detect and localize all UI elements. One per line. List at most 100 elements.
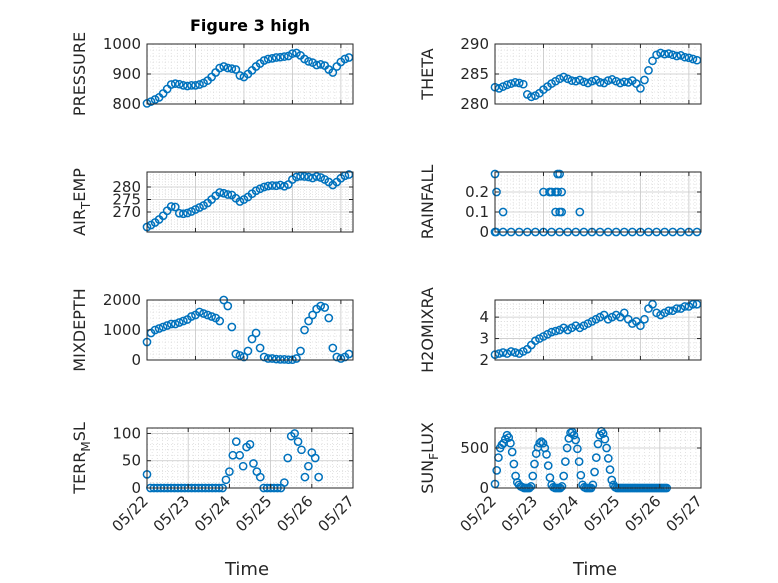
data-point — [504, 433, 514, 442]
data-point — [300, 325, 309, 335]
data-point — [547, 187, 556, 197]
data-point — [162, 321, 172, 330]
x-tick-label: 05/26 — [273, 492, 316, 535]
grid — [147, 428, 353, 488]
data-point — [652, 50, 661, 60]
data-point — [507, 447, 517, 457]
y-tick-label: 280 — [460, 95, 489, 113]
y-tick-label: 0 — [479, 479, 489, 497]
data-point — [528, 471, 538, 481]
data-point — [672, 51, 682, 61]
data-point — [510, 348, 520, 357]
data-point — [598, 429, 608, 438]
y-tick-label: 0 — [131, 479, 141, 497]
data-point — [557, 187, 566, 197]
y-tick-label: 270 — [112, 203, 141, 221]
data-point — [271, 181, 281, 191]
data-point — [223, 190, 233, 199]
data-point — [557, 482, 567, 491]
y-tick-label: 0 — [131, 351, 141, 369]
data-point — [684, 53, 694, 63]
y-axis-label: MIXDEPTH — [70, 288, 89, 371]
axes-box — [494, 171, 702, 233]
data-point — [304, 172, 313, 182]
data-point — [555, 169, 564, 179]
y-axis-label: RAINFALL — [418, 165, 437, 240]
y-tick-label: 900 — [112, 65, 141, 83]
data-point — [569, 430, 579, 440]
data-point — [518, 79, 528, 89]
data-point — [215, 316, 225, 326]
data-point — [664, 49, 674, 58]
data-point — [231, 437, 241, 446]
y-tick-label: 285 — [460, 65, 489, 83]
y-tick-label: 50 — [122, 452, 141, 470]
data-point — [567, 76, 577, 85]
data-point — [498, 207, 508, 217]
y-tick-label: 3 — [479, 330, 489, 348]
data-point — [575, 75, 585, 85]
data-point — [191, 81, 200, 90]
data-point — [668, 50, 678, 60]
data-point — [506, 347, 516, 356]
data-point — [288, 49, 297, 58]
data-point — [308, 173, 317, 183]
data-point — [636, 84, 645, 93]
data-point — [336, 354, 346, 363]
data-point — [559, 471, 569, 481]
data-point — [543, 461, 553, 470]
data-point — [537, 437, 546, 446]
x-tick-label: 05/22 — [109, 492, 152, 535]
data-point — [255, 343, 265, 353]
data-point — [506, 79, 516, 88]
data-point — [215, 188, 225, 197]
data-point — [279, 52, 289, 61]
data-point — [275, 355, 285, 364]
data-point — [267, 354, 277, 363]
data-point — [279, 478, 289, 487]
data-point — [623, 78, 633, 87]
data-point — [158, 322, 168, 332]
data-point — [600, 434, 610, 444]
data-point — [664, 306, 674, 316]
data-point — [235, 71, 245, 80]
data-point — [514, 78, 524, 88]
data-point — [199, 309, 208, 318]
y-tick-label: 800 — [112, 95, 141, 113]
series-h2omixra — [490, 299, 702, 359]
data-point — [235, 351, 245, 360]
data-point — [316, 60, 326, 69]
data-point — [207, 312, 216, 321]
data-point — [263, 181, 273, 191]
data-point — [187, 312, 196, 321]
data-point — [300, 472, 310, 482]
data-point — [263, 54, 273, 64]
data-point — [498, 348, 508, 357]
data-point — [267, 54, 277, 63]
data-point — [170, 319, 180, 329]
y-axis-label: PRESSURE — [70, 32, 89, 116]
data-point — [595, 78, 605, 87]
data-point — [183, 208, 192, 218]
data-point — [547, 327, 556, 337]
data-point — [293, 437, 303, 446]
data-point — [619, 77, 629, 87]
data-point — [304, 461, 313, 471]
data-point — [551, 207, 560, 217]
y-tick-label: 2 — [479, 351, 489, 369]
data-point — [551, 326, 560, 336]
x-tick-label: 05/23 — [498, 492, 541, 535]
data-point — [583, 78, 593, 88]
data-point — [559, 72, 569, 82]
y-tick-label: 280 — [112, 178, 141, 196]
axes-theta: 280 285 290 THETA — [418, 35, 702, 113]
data-point — [648, 299, 657, 309]
data-point — [219, 188, 229, 198]
data-point — [542, 450, 551, 459]
data-point — [590, 467, 599, 477]
data-point — [312, 60, 321, 70]
data-point — [310, 453, 320, 463]
data-point — [231, 349, 241, 359]
